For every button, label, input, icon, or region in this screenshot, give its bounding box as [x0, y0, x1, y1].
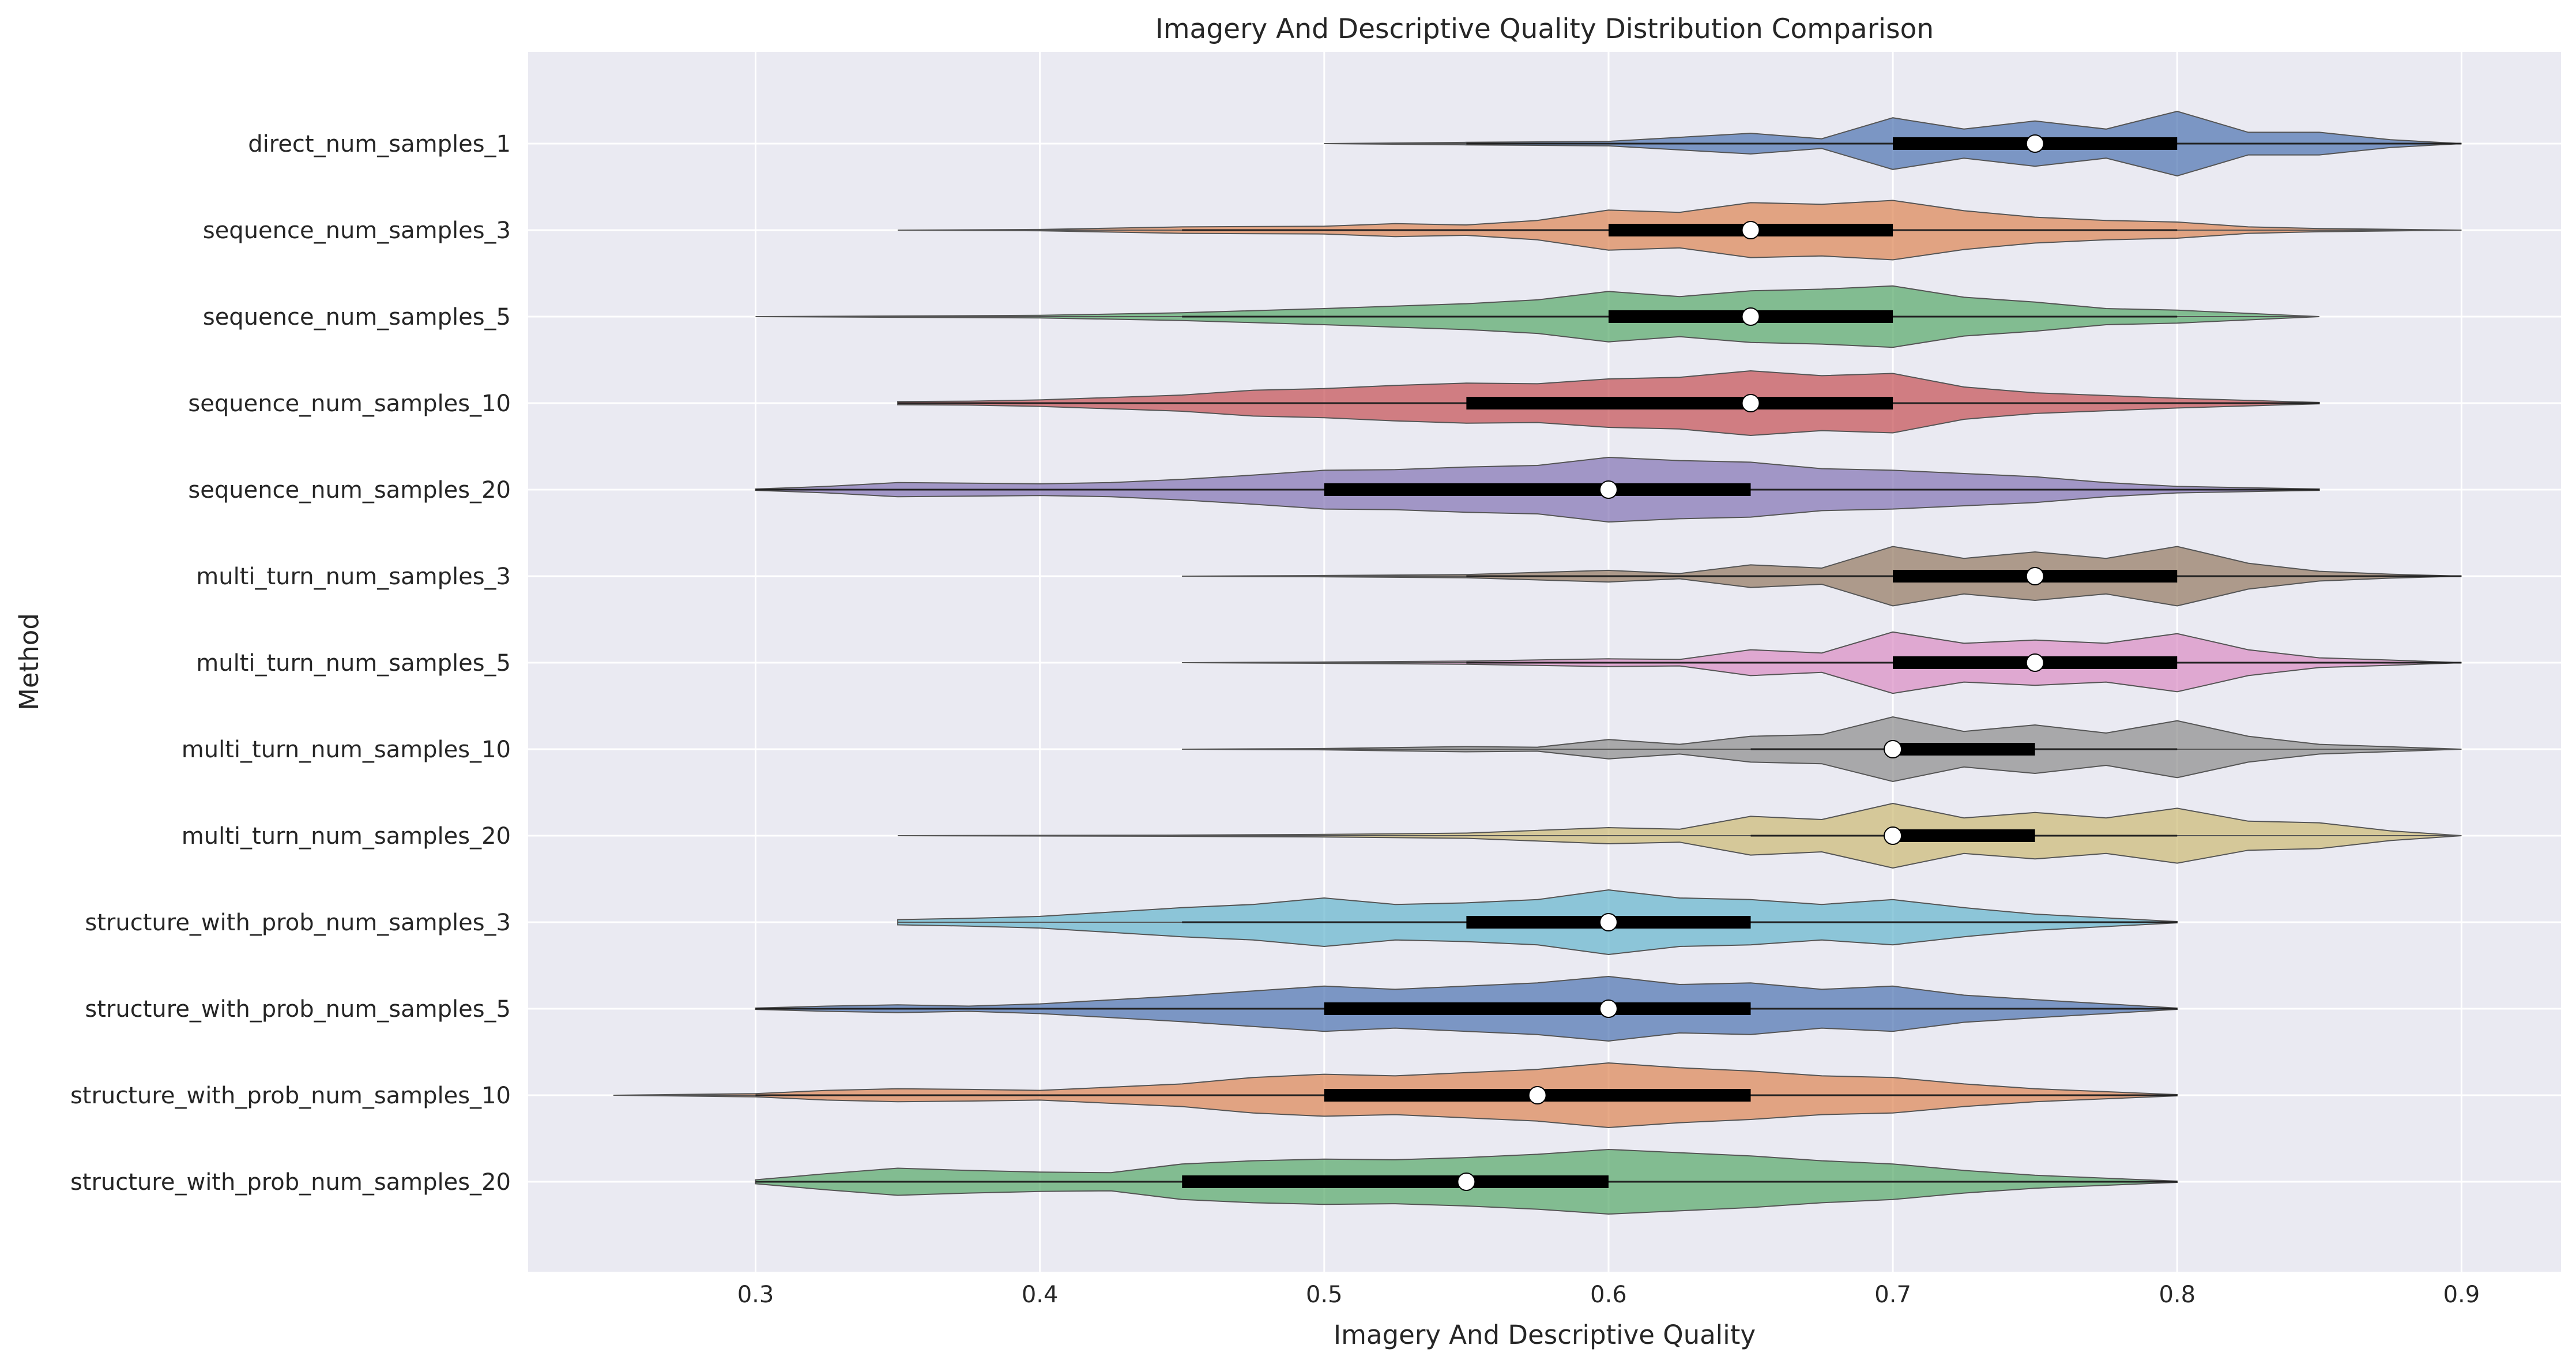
iqr-box: [1324, 483, 1751, 496]
y-category-label: multi_turn_num_samples_10: [182, 737, 511, 763]
x-tick-label: 0.5: [1306, 1282, 1343, 1308]
median-marker: [1741, 221, 1760, 239]
y-category-label: multi_turn_num_samples_5: [196, 650, 511, 677]
median-marker: [2025, 653, 2044, 672]
x-tick-label: 0.7: [1874, 1282, 1911, 1308]
y-category-labels: direct_num_samples_1 sequence_num_samples…: [70, 131, 511, 1196]
y-category-label: multi_turn_num_samples_3: [196, 563, 511, 590]
x-tick-label: 0.8: [2159, 1282, 2195, 1308]
median-marker: [2025, 567, 2044, 585]
x-tick-label: 0.4: [1022, 1282, 1059, 1308]
median-marker: [1741, 307, 1760, 326]
y-category-label: sequence_num_samples_10: [188, 390, 511, 417]
median-marker: [1599, 480, 1618, 499]
y-category-label: structure_with_prob_num_samples_3: [85, 910, 511, 936]
median-marker: [1599, 999, 1618, 1018]
y-category-label: structure_with_prob_num_samples_5: [85, 996, 511, 1023]
iqr-box: [1324, 1002, 1751, 1015]
x-tick-label: 0.3: [737, 1282, 774, 1308]
iqr-box: [1893, 743, 2035, 756]
y-category-label: sequence_num_samples_3: [203, 217, 511, 244]
x-tick-label: 0.9: [2443, 1282, 2480, 1308]
median-marker: [1457, 1173, 1476, 1191]
chart-title: Imagery And Descriptive Quality Distribu…: [1155, 13, 1934, 45]
median-marker: [1884, 826, 1903, 845]
median-marker: [1599, 913, 1618, 931]
y-category-label: multi_turn_num_samples_20: [182, 823, 511, 850]
y-category-label: sequence_num_samples_5: [203, 304, 511, 330]
x-tick-label: 0.6: [1590, 1282, 1627, 1308]
y-category-label: structure_with_prob_num_samples_10: [70, 1083, 511, 1109]
y-category-label: structure_with_prob_num_samples_20: [70, 1169, 511, 1196]
y-axis-label: Method: [14, 613, 44, 711]
median-marker: [1528, 1086, 1547, 1104]
y-category-label: sequence_num_samples_20: [188, 477, 511, 503]
iqr-box: [1466, 397, 1893, 409]
box-overlays: [755, 134, 2462, 1191]
iqr-box: [1893, 829, 2035, 842]
median-marker: [2025, 134, 2044, 153]
iqr-box: [1182, 1175, 1609, 1188]
x-axis-label: Imagery And Descriptive Quality: [1334, 1320, 1756, 1350]
y-category-label: direct_num_samples_1: [248, 131, 511, 157]
median-marker: [1741, 394, 1760, 412]
median-marker: [1884, 740, 1903, 758]
x-tick-labels: 0.3 0.4 0.5 0.6 0.7 0.8 0.9: [737, 1282, 2480, 1308]
